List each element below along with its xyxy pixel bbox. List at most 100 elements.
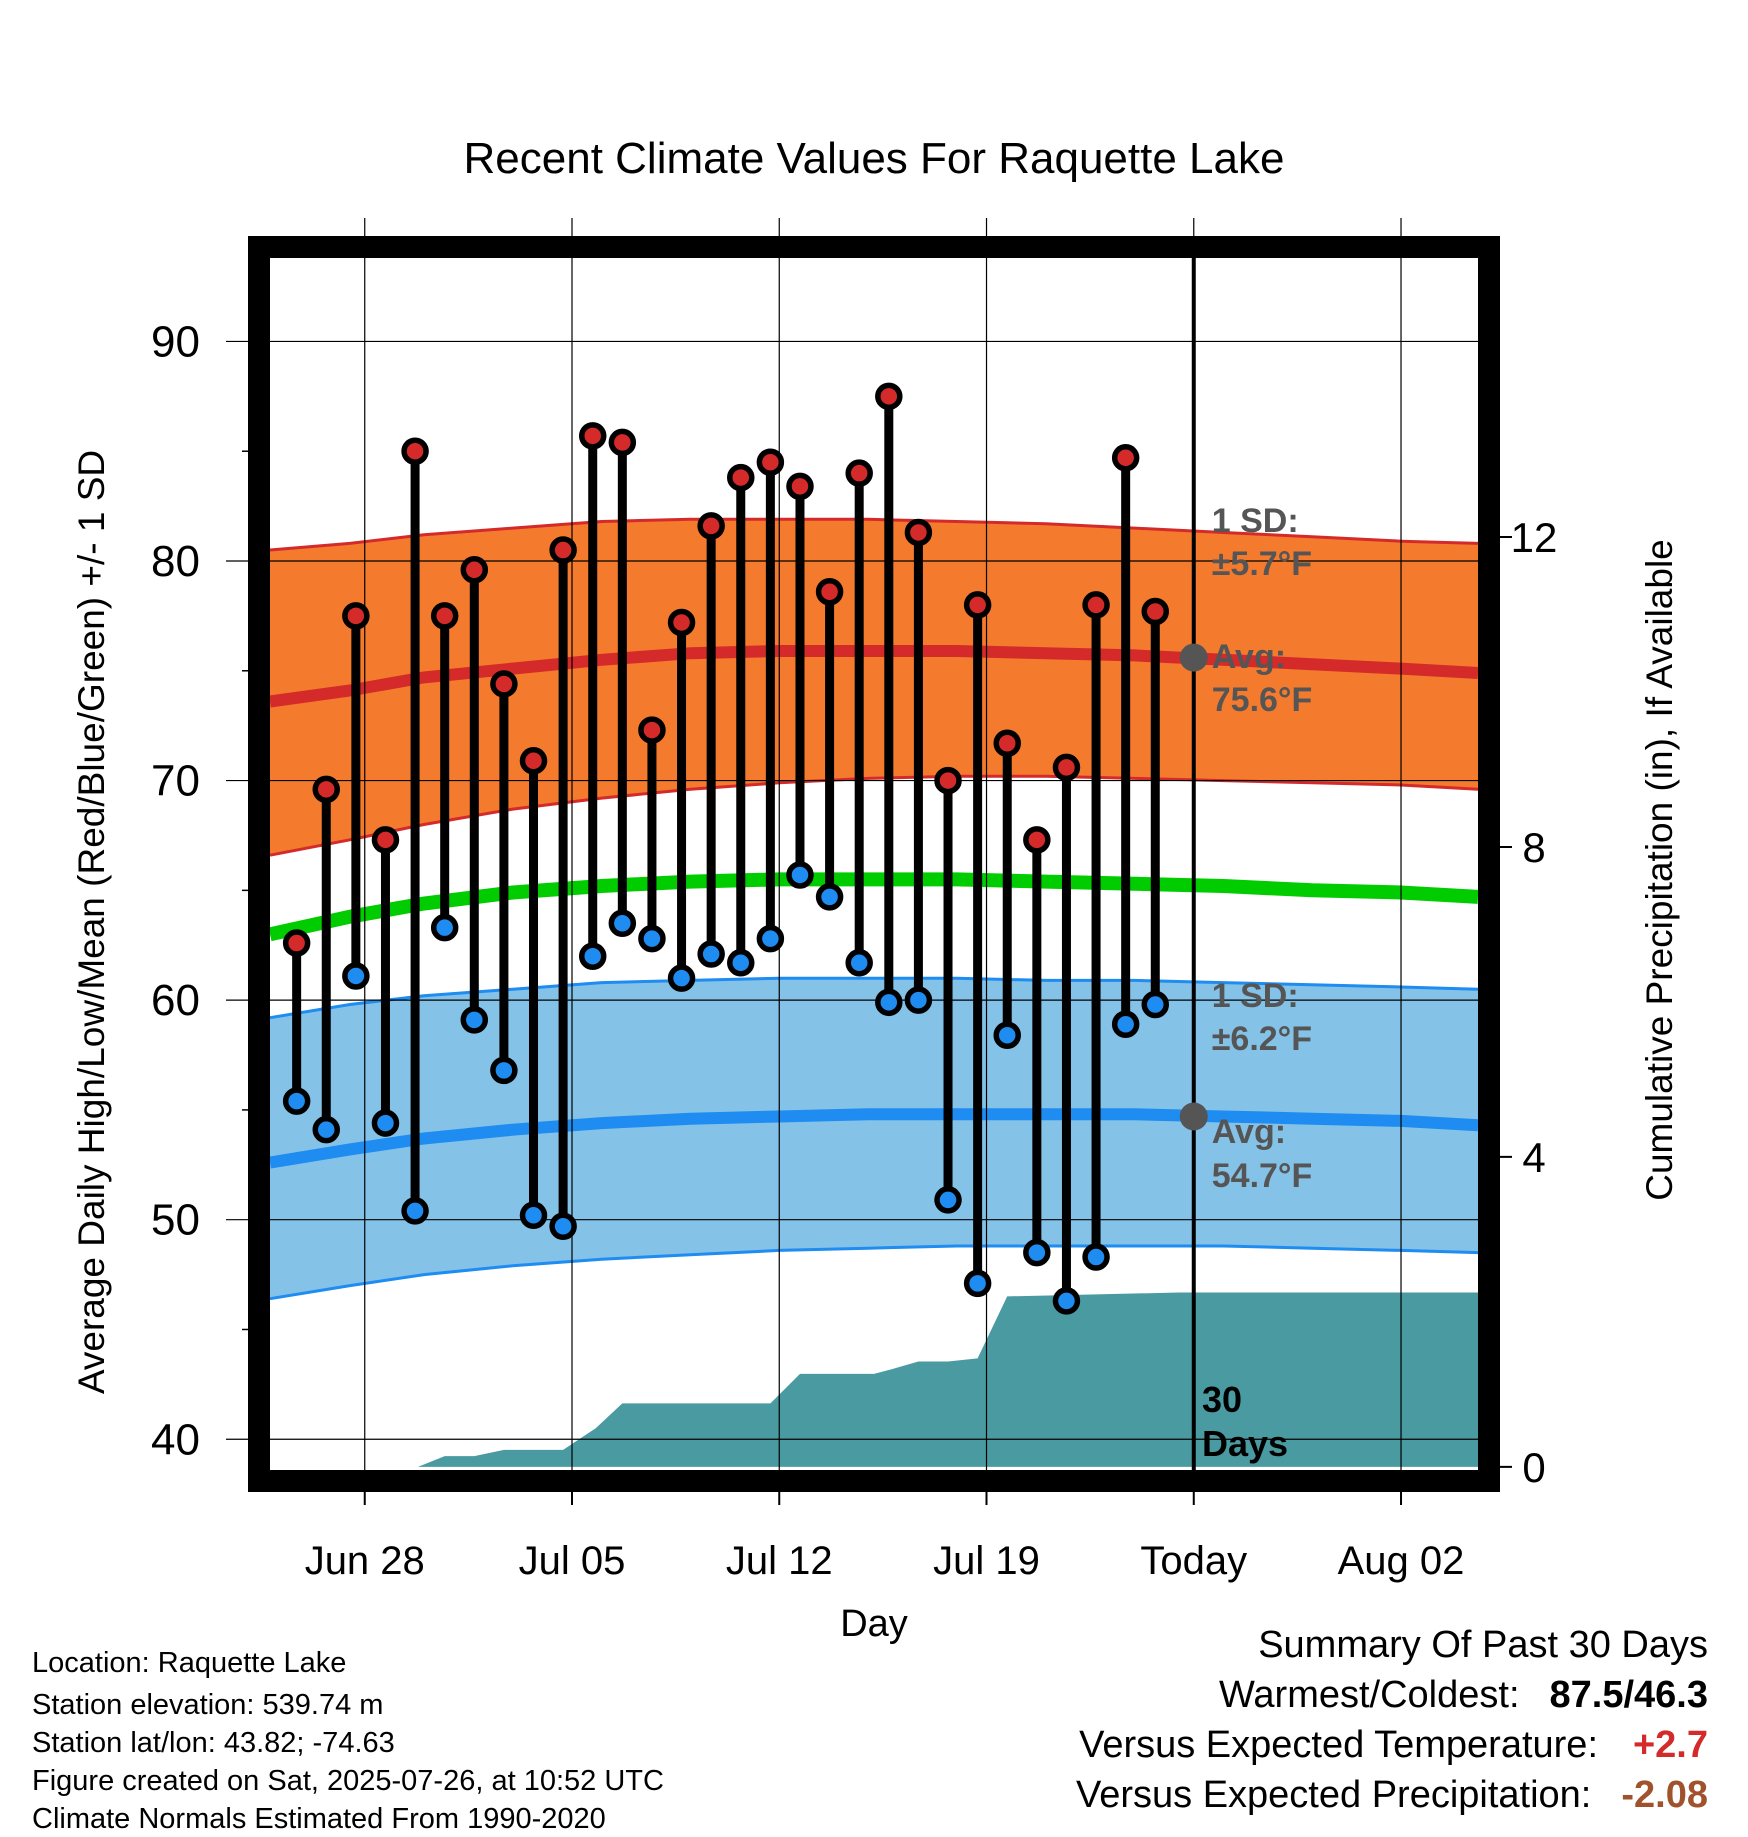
precip-label-days: Days <box>1202 1423 1288 1464</box>
low-temp-point <box>608 909 637 938</box>
low-temp-point <box>282 1087 311 1115</box>
high-temp-point <box>282 929 311 957</box>
elevation-text: Station elevation: 539.74 m <box>32 1689 384 1721</box>
y-left-tick-label: 60 <box>151 976 200 1025</box>
normals-text: Climate Normals Estimated From 1990-2020 <box>32 1803 606 1835</box>
low-temp-point <box>697 940 725 968</box>
station-info: Location: Raquette Lake Station elevatio… <box>32 1645 664 1837</box>
high-temp-point <box>1111 444 1140 472</box>
high-temp-point <box>342 602 370 630</box>
warm-cold-row: Warmest/Coldest: 87.5/46.3 <box>1076 1670 1708 1720</box>
low-temp-point <box>993 1021 1021 1050</box>
low-temp-point <box>727 949 755 977</box>
low-temp-point <box>430 913 459 942</box>
low-temp-point <box>1082 1243 1110 1271</box>
low-temp-point <box>786 861 814 889</box>
high-temp-point <box>756 448 785 476</box>
high-sd-value: ±5.7°F <box>1212 545 1312 583</box>
precip-area <box>270 1292 1478 1467</box>
high-temp-point <box>401 437 429 465</box>
low-normal-line <box>269 1108 1479 1169</box>
low-temp-point <box>519 1201 548 1230</box>
low-temp-point <box>638 924 666 953</box>
low-temp-point <box>490 1056 518 1085</box>
low-avg-label: Avg: <box>1212 1113 1286 1151</box>
low-avg-value: 54.7°F <box>1212 1157 1313 1195</box>
high-normal-line <box>269 645 1479 708</box>
low-temp-point <box>578 942 607 970</box>
low-temp-point <box>1111 1010 1140 1039</box>
precip-label: Versus Expected Precipitation: <box>1075 1774 1592 1816</box>
high-temp-point <box>460 556 489 584</box>
high-temp-point <box>904 518 933 547</box>
y-right-tick-label: 4 <box>1522 1134 1545 1181</box>
y-right-tick-label: 12 <box>1511 514 1558 561</box>
low-temp-point <box>1023 1238 1051 1267</box>
low-temp-point <box>1052 1287 1081 1315</box>
high-temp-point <box>845 459 873 487</box>
high-temp-point <box>490 670 518 698</box>
low-temp-point <box>756 924 785 953</box>
warm-cold-value: 87.5/46.3 <box>1549 1674 1708 1716</box>
low-temp-point <box>875 988 903 1017</box>
high-temp-point <box>608 428 637 457</box>
x-tick-label: Jul 19 <box>933 1539 1040 1583</box>
y-right-tick-label: 0 <box>1522 1444 1545 1491</box>
high-temp-point <box>934 766 962 795</box>
high-temp-point <box>667 608 696 637</box>
plot-frame <box>248 236 1500 1492</box>
y-left-tick-label: 80 <box>151 537 200 586</box>
today-low-normal-marker <box>1179 1102 1208 1131</box>
x-tick-label: Jul 05 <box>519 1539 626 1583</box>
summary-heading: Summary Of Past 30 Days <box>1258 1624 1708 1666</box>
high-temp-point <box>430 602 459 630</box>
high-temp-point <box>815 577 844 606</box>
high-temp-point <box>578 422 607 450</box>
latlon-text: Station lat/lon: 43.82; -74.63 <box>32 1727 395 1759</box>
high-temp-point <box>638 716 666 744</box>
warm-cold-label: Warmest/Coldest: <box>1218 1674 1520 1716</box>
low-temp-point <box>963 1269 992 1298</box>
precip-value: -2.08 <box>1621 1774 1708 1816</box>
mean-normal-line <box>268 872 1479 942</box>
low-sd-label: 1 SD: <box>1212 977 1299 1015</box>
y-right-tick-label: 8 <box>1522 824 1545 871</box>
low-sd-band-lower-edge <box>269 1244 1479 1301</box>
high-temp-point <box>963 591 992 619</box>
low-temp-point <box>667 964 696 992</box>
low-temp-point <box>312 1115 341 1144</box>
precip-label-30: 30 <box>1202 1379 1242 1420</box>
summary-panel: Summary Of Past 30 Days Warmest/Coldest:… <box>1076 1620 1708 1820</box>
low-temp-point <box>1141 990 1170 1019</box>
high-temp-point <box>697 512 725 540</box>
high-temp-point <box>1052 753 1081 782</box>
low-temp-point <box>371 1109 400 1137</box>
low-temp-point <box>934 1186 962 1214</box>
low-temp-point <box>401 1197 429 1225</box>
high-temp-point <box>1141 597 1170 626</box>
y-left-tick-label: 90 <box>151 317 200 366</box>
plot-area: 1 SD: ±5.7°F Avg: 75.6°F 1 SD: ±6.2°F Avg: 54.7… <box>151 218 1557 1583</box>
high-temp-point <box>1023 826 1051 854</box>
precip-row: Versus Expected Precipitation: -2.08 <box>1076 1770 1708 1820</box>
high-temp-point <box>727 463 755 492</box>
high-temp-point <box>1082 591 1110 619</box>
x-axis-label: Day <box>840 1603 908 1645</box>
temp-label: Versus Expected Temperature: <box>1079 1724 1598 1766</box>
y-left-tick-label: 40 <box>151 1415 200 1464</box>
low-temp-point <box>845 949 873 977</box>
y-axis-right-label: Cumulative Precipitation (in), If Availa… <box>1639 539 1680 1201</box>
high-avg-value: 75.6°F <box>1212 681 1313 719</box>
created-text: Figure created on Sat, 2025-07-26, at 10… <box>32 1765 664 1797</box>
chart-title: Recent Climate Values For Raquette Lake <box>464 134 1285 183</box>
high-sd-label: 1 SD: <box>1212 502 1299 540</box>
low-temp-point <box>815 883 844 911</box>
high-temp-point <box>312 775 341 804</box>
high-temp-point <box>993 729 1021 757</box>
high-temp-point <box>519 747 548 775</box>
temp-value: +2.7 <box>1632 1724 1708 1766</box>
x-tick-label: Today <box>1140 1539 1247 1583</box>
x-tick-label: Jun 28 <box>305 1539 425 1583</box>
low-sd-value: ±6.2°F <box>1212 1020 1312 1058</box>
